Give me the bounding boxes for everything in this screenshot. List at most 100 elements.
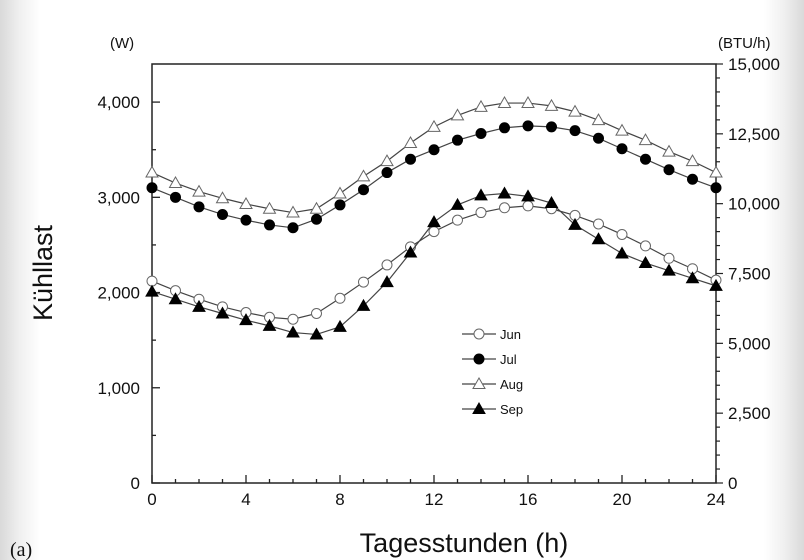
data-point-sep [380,275,394,288]
x-tick-label: 12 [425,490,444,509]
series-sep [145,186,723,340]
data-point-sep [192,299,206,312]
data-point-aug [497,96,512,109]
data-point-jun [522,200,534,212]
data-point-jul [287,222,299,234]
data-point-jul [663,164,675,176]
y2-tick-label: 0 [728,474,737,493]
series-line-sep [151,192,717,336]
data-point-sep [568,217,582,230]
legend-marker [472,401,486,414]
data-point-jun [428,226,440,238]
y-tick-label: 0 [131,474,140,493]
data-point-jun [381,259,393,271]
data-point-aug [591,113,606,126]
data-point-jul [710,182,722,194]
data-point-jul [475,128,487,140]
data-point-sep [309,327,324,340]
series-jul [146,120,722,234]
y-tick-label: 4,000 [97,93,140,112]
data-point-sep [215,306,230,319]
data-point-aug [521,96,535,109]
y2-tick-label: 15,000 [728,55,780,74]
data-point-aug [544,98,559,111]
data-point-jul [546,121,557,133]
data-point-jul [405,153,416,165]
y2-tick-label: 10,000 [728,195,780,214]
y2-tick-label: 2,500 [728,404,771,423]
data-point-jul [264,219,275,231]
series-line-jul [151,125,717,229]
data-point-sep [333,319,347,332]
y2-tick-label: 5,000 [728,334,771,353]
data-point-aug [380,154,394,167]
data-point-jul [240,214,252,226]
data-point-jul [569,125,581,137]
data-point-sep [239,313,253,326]
data-point-jul [170,191,181,203]
data-point-jul [687,173,698,185]
legend-entry-jul: Jul [462,352,517,367]
data-point-jul [358,184,369,196]
data-point-sep [145,284,159,297]
data-point-aug [450,108,465,121]
legend-label: Jun [500,327,521,342]
x-tick-label: 0 [147,490,156,509]
data-point-sep [662,263,676,276]
data-point-aug [145,165,159,178]
panel-label: (a) [10,539,32,560]
data-point-jun [287,313,299,325]
data-point-jul [311,213,322,225]
legend-entry-sep: Sep [462,401,523,417]
data-point-jul [334,199,346,211]
data-point-sep [262,318,277,331]
data-point-jul [640,153,651,165]
data-point-sep [521,189,535,202]
data-point-aug [192,184,206,197]
data-point-sep [591,232,606,245]
y-tick-label: 3,000 [97,188,140,207]
series-aug [145,96,723,218]
data-point-sep [638,256,653,269]
data-point-aug [685,154,700,167]
y-axis-unit-left: (W) [110,35,134,52]
data-point-aug [309,201,324,214]
data-point-sep [497,186,512,199]
data-point-aug [615,123,629,136]
x-tick-label: 20 [613,490,632,509]
data-point-jun [311,307,322,319]
data-point-aug [568,104,582,117]
legend-label: Jul [500,352,517,367]
data-point-sep [544,196,559,209]
data-point-jul [146,182,158,194]
data-point-jun [475,207,487,219]
data-point-jul [522,120,534,132]
data-point-jul [193,201,205,213]
data-point-aug [427,119,441,132]
data-point-sep [450,197,465,210]
data-point-aug [168,176,183,189]
data-point-jul [616,143,628,155]
data-point-sep [709,278,723,291]
data-point-aug [262,201,277,214]
legend-entry-jun: Jun [462,327,521,342]
data-point-aug [638,133,653,146]
data-point-aug [286,205,300,218]
data-point-aug [403,136,418,149]
x-tick-label: 8 [335,490,344,509]
data-point-jun [616,228,628,240]
x-tick-label: 24 [707,490,726,509]
x-axis-title: Tagesstunden (h) [360,528,569,558]
y-tick-label: 1,000 [97,379,140,398]
data-point-jul [381,167,393,179]
y2-tick-label: 7,500 [728,265,771,284]
x-tick-label: 4 [241,490,250,509]
data-point-sep [427,215,441,228]
data-point-jun [593,218,604,230]
data-point-jul [593,132,604,144]
data-point-jun [499,202,510,214]
legend-label: Aug [500,377,523,392]
data-point-aug [709,165,723,178]
